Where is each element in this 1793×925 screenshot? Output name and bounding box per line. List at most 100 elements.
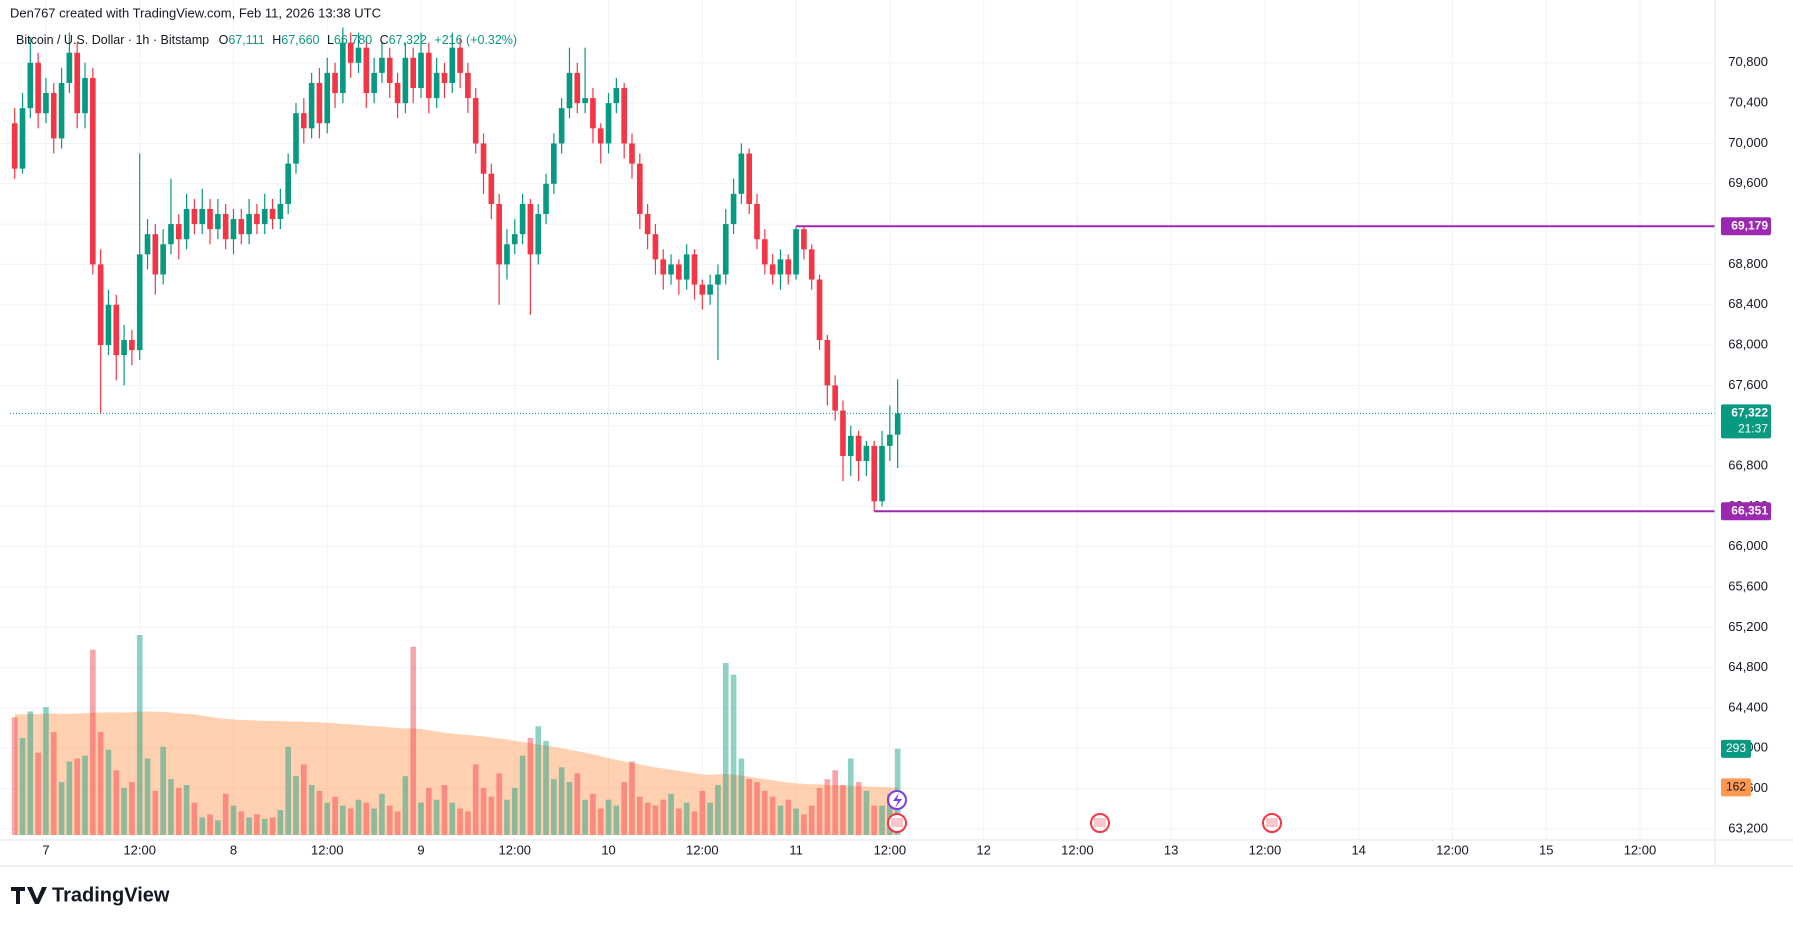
volume-bar [300, 764, 307, 835]
candle-body [808, 249, 815, 280]
volume-bar [511, 787, 518, 835]
x-tick-label: 8 [230, 842, 237, 857]
volume-bar [887, 793, 893, 835]
volume-bar [58, 782, 65, 835]
volume-ma-area [14, 711, 898, 835]
byline: Den767 created with TradingView.com, Feb… [10, 5, 381, 20]
candle-body [801, 229, 807, 250]
volume-bar [715, 785, 721, 835]
volume-bar [386, 805, 393, 835]
candle-body [19, 108, 26, 169]
volume-bar [871, 805, 878, 835]
x-tick-label: 12:00 [499, 842, 532, 857]
countdown-label: 21:37 [1738, 422, 1768, 436]
candle-body [480, 143, 487, 174]
candle-body [199, 208, 206, 225]
candle-body [27, 62, 34, 109]
candle-body [777, 259, 784, 275]
candle-body [465, 72, 471, 99]
symbol: Bitcoin / U.S. Dollar · 1h · Bitstamp [16, 33, 209, 47]
candle-body [246, 214, 252, 235]
candle-body [566, 72, 573, 109]
candle-body [769, 264, 776, 275]
legend-value: 66,780 [334, 33, 372, 47]
candle-body [691, 254, 698, 285]
x-tick-label: 14 [1351, 842, 1365, 857]
volume-bar [480, 787, 487, 835]
candle-body [113, 304, 120, 356]
candle-body [644, 214, 651, 235]
y-tick-label: 65,200 [1728, 619, 1768, 634]
logo-mark [11, 887, 47, 904]
event-flag [1266, 818, 1278, 827]
candle-body [90, 77, 96, 265]
candle-body [254, 214, 260, 225]
volume-bar [261, 818, 268, 835]
x-tick-label: 12:00 [1061, 842, 1094, 857]
candle-body [215, 214, 221, 230]
candle-body [511, 234, 518, 245]
volume-label: 293 [1726, 741, 1746, 755]
volume-bar [199, 817, 206, 835]
candle-body [722, 224, 729, 275]
candle-body [683, 254, 690, 280]
volume-bar [840, 785, 846, 835]
volume-bar [652, 805, 659, 835]
level-label-box [1721, 217, 1771, 236]
volume-bar [35, 752, 41, 835]
volume-bar [613, 805, 620, 835]
y-tick-label: 65,600 [1728, 578, 1768, 593]
legend-key: L [327, 33, 334, 47]
x-tick-label: 12 [976, 842, 990, 857]
logo: TradingView [52, 884, 170, 906]
volume-bar [519, 755, 526, 835]
volume-bar [527, 737, 534, 835]
legend-key: O [219, 33, 229, 47]
legend-value: 67,322 [389, 33, 427, 47]
volume-bar [347, 808, 354, 835]
volume-bar [215, 820, 221, 835]
candle-body [230, 219, 237, 240]
candle-body [543, 183, 549, 215]
volume-bar [136, 635, 143, 835]
x-tick-label: 11 [789, 842, 803, 857]
volume-label-box [1721, 739, 1751, 758]
candle-body [355, 47, 362, 63]
x-tick-label: 12:00 [1436, 842, 1469, 857]
candle-body [332, 72, 338, 94]
volume-bar [707, 802, 713, 835]
volume-bar [683, 802, 690, 835]
candle-body [43, 93, 49, 114]
candle-body [597, 128, 604, 144]
volume-bar [324, 802, 331, 835]
volume-bar [97, 732, 104, 835]
candle-body [152, 234, 159, 275]
volume-bar [19, 737, 26, 835]
volume-bar [426, 787, 432, 835]
y-tick-label: 68,800 [1728, 256, 1768, 271]
volume-bar [144, 758, 151, 835]
volume-bar [175, 787, 182, 835]
candle-body [402, 57, 409, 104]
volume-bar [465, 811, 471, 835]
overlays [10, 225, 1715, 513]
candle-body [121, 340, 127, 356]
volume-bar [644, 802, 651, 835]
candle-body [652, 234, 659, 260]
candle-body [824, 340, 831, 386]
x-tick-label: 12:00 [311, 842, 344, 857]
volume-bar [394, 811, 401, 835]
candle-body [457, 47, 463, 73]
candle-body [590, 98, 596, 129]
volume-bar [605, 799, 612, 835]
candle-body [160, 244, 166, 275]
volume-bar [676, 808, 682, 835]
level-label-box [1721, 502, 1771, 521]
candle-body [472, 98, 479, 144]
volume-bar [801, 814, 807, 835]
y-tick-label: 68,000 [1728, 336, 1768, 351]
volume-bar [621, 782, 627, 835]
legend-value: 67,111 [228, 33, 264, 47]
candles [11, 27, 901, 512]
